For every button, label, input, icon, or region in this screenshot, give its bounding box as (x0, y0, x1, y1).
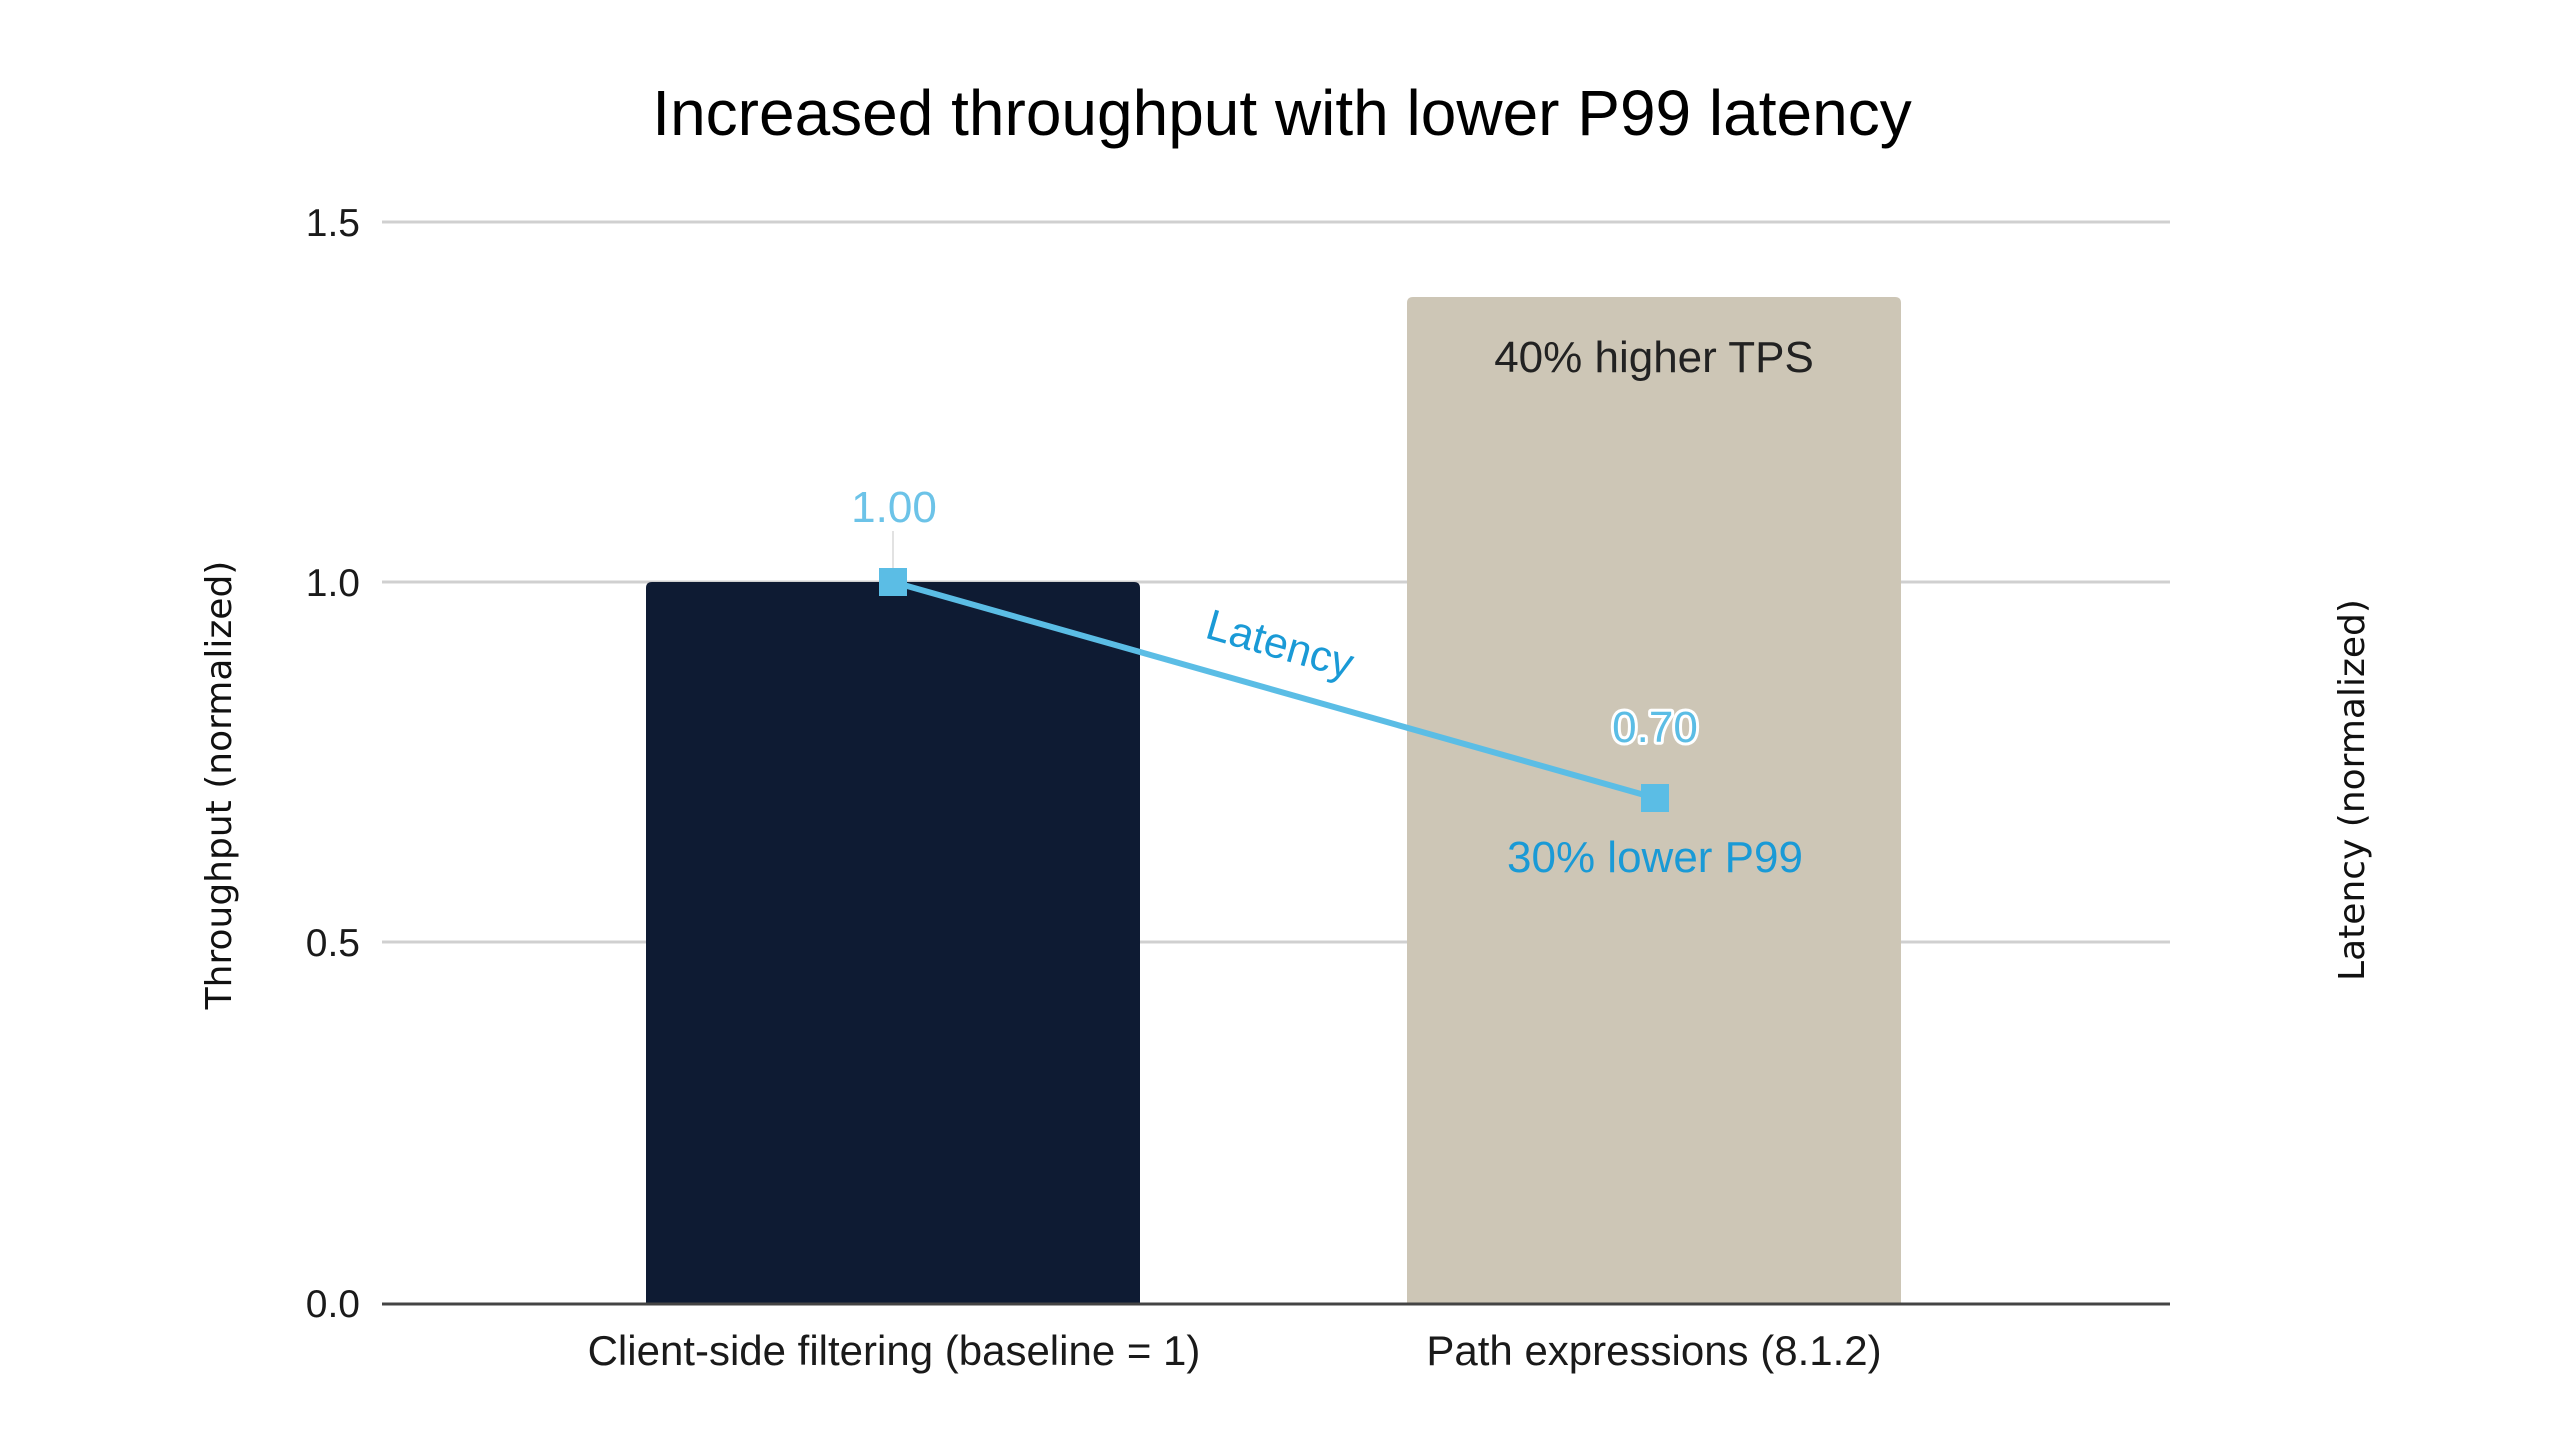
y-tick-label: 0.0 (306, 1283, 360, 1326)
y-axis-ticks: 1.5 1.0 0.5 0.0 (306, 202, 360, 1326)
y-tick-label: 1.5 (306, 202, 360, 245)
y-axis-title: Throughput (normalized) (199, 561, 240, 1011)
x-category-label: Client-side filtering (baseline = 1) (588, 1327, 1201, 1374)
y-tick-label: 1.0 (306, 562, 360, 605)
chart-title: Increased throughput with lower P99 late… (652, 77, 1911, 149)
latency-line[interactable] (892, 579, 1656, 801)
latency-annotation-lower-p99: 30% lower P99 (1507, 833, 1803, 882)
latency-marker-baseline[interactable] (879, 568, 907, 596)
y-tick-label: 0.5 (306, 922, 360, 965)
bar-client-side-filtering[interactable] (646, 582, 1140, 1303)
y2-axis-title: Latency (normalized) (2332, 599, 2373, 981)
point-label-baseline: 1.00 (851, 483, 937, 532)
point-label-path-expressions: 0.70 (1612, 703, 1698, 752)
x-category-label: Path expressions (8.1.2) (1426, 1327, 1881, 1374)
latency-series (879, 531, 1669, 812)
bar-annotation-higher-tps: 40% higher TPS (1494, 333, 1814, 382)
latency-marker-path-expressions[interactable] (1641, 784, 1669, 812)
